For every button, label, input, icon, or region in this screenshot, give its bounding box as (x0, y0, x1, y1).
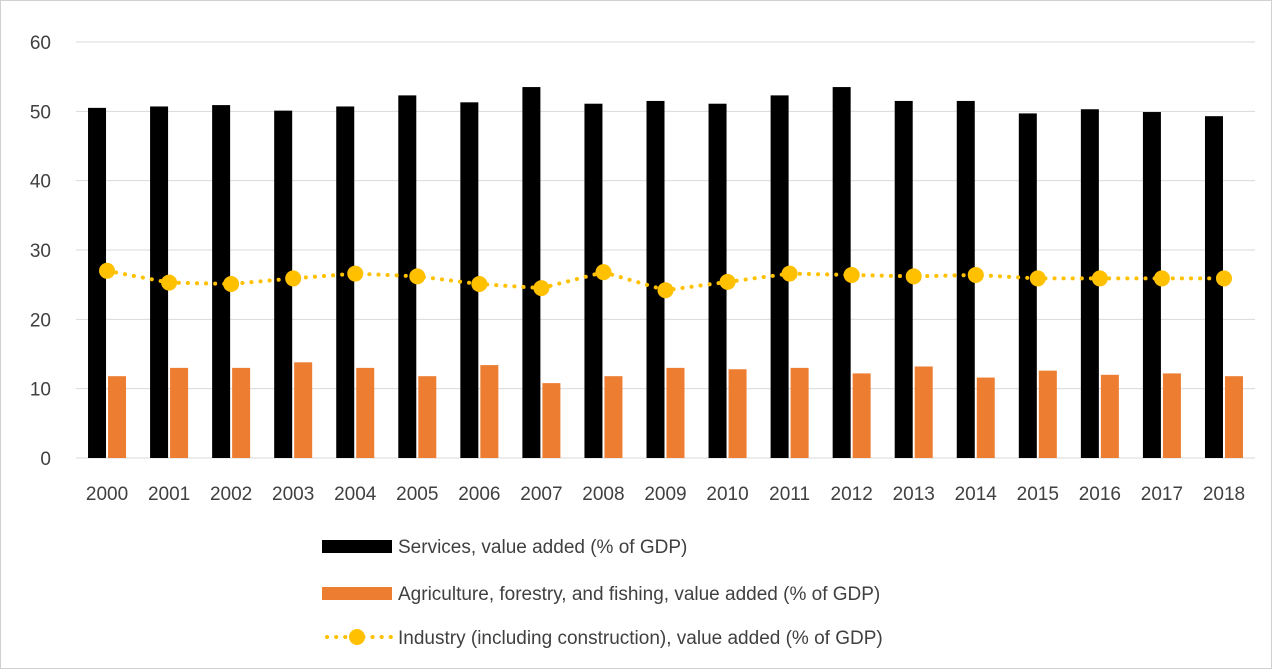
bar-services-2016 (1080, 109, 1099, 459)
bar-agriculture-2012 (852, 373, 871, 458)
y-tick-label: 20 (30, 310, 51, 331)
bars (88, 87, 1243, 459)
bar-services-2004 (336, 106, 355, 458)
bar-agriculture-2002 (232, 367, 251, 458)
point-industry-2010 (719, 273, 736, 290)
legend-label: Services, value added (% of GDP) (398, 537, 687, 558)
x-tick-label: 2003 (272, 484, 314, 505)
bar-agriculture-2008 (604, 376, 623, 458)
point-industry-2004 (347, 265, 364, 282)
legend: Services, value added (% of GDP) Agricult… (322, 537, 883, 649)
bar-services-2017 (1142, 112, 1161, 458)
point-industry-2000 (99, 262, 116, 279)
bar-agriculture-2005 (418, 376, 437, 458)
point-industry-2002 (223, 275, 240, 292)
point-industry-2012 (843, 266, 860, 283)
bar-services-2002 (212, 105, 231, 459)
bar-services-2015 (1018, 113, 1037, 458)
x-tick-label: 2009 (644, 484, 686, 505)
point-industry-2017 (1153, 270, 1170, 287)
bar-services-2011 (770, 95, 789, 459)
point-industry-2006 (471, 275, 488, 292)
bar-agriculture-2010 (728, 369, 747, 458)
x-axis-ticks: 2000 2001 2002 2003 2004 2005 2006 2007 2008 2009… (86, 484, 1245, 505)
x-tick-label: 2013 (893, 484, 935, 505)
point-industry-2008 (595, 264, 612, 281)
bar-services-2006 (460, 102, 479, 458)
x-tick-label: 2006 (458, 484, 500, 505)
x-tick-label: 2011 (769, 484, 810, 505)
gridlines (76, 41, 1255, 459)
legend-swatch-agriculture (322, 587, 392, 600)
y-tick-label: 40 (30, 172, 51, 193)
x-tick-label: 2004 (334, 484, 377, 505)
point-industry-2016 (1091, 270, 1108, 287)
x-tick-label: 2010 (706, 484, 748, 505)
legend-label: Agriculture, forestry, and fishing, valu… (398, 584, 880, 605)
point-industry-2007 (533, 280, 550, 297)
bar-agriculture-2006 (480, 365, 499, 458)
bar-agriculture-2001 (170, 367, 189, 458)
y-tick-label: 50 (30, 102, 51, 123)
bar-agriculture-2015 (1038, 370, 1057, 458)
bar-agriculture-2004 (356, 367, 375, 458)
legend-marker-industry (349, 629, 365, 645)
point-industry-2005 (409, 268, 426, 285)
y-tick-label: 0 (40, 449, 51, 470)
point-industry-2001 (161, 274, 178, 291)
bar-agriculture-2011 (790, 367, 809, 458)
y-axis-ticks: 0 10 20 30 40 50 60 (30, 33, 51, 470)
bar-services-2000 (88, 107, 107, 458)
bar-agriculture-2016 (1100, 374, 1119, 458)
x-tick-label: 2012 (831, 484, 873, 505)
x-tick-label: 2018 (1203, 484, 1245, 505)
bar-agriculture-2000 (108, 376, 127, 458)
x-tick-label: 2017 (1141, 484, 1183, 505)
x-tick-label: 2016 (1079, 484, 1121, 505)
x-tick-label: 2000 (86, 484, 128, 505)
bar-agriculture-2013 (914, 366, 933, 458)
point-industry-2003 (285, 270, 302, 287)
bar-agriculture-2018 (1224, 376, 1243, 458)
bar-services-2007 (522, 87, 541, 459)
bar-services-2010 (708, 103, 727, 458)
y-tick-label: 10 (30, 380, 51, 401)
y-tick-label: 60 (30, 33, 51, 54)
legend-swatch-services (322, 540, 392, 553)
x-tick-label: 2008 (582, 484, 624, 505)
point-industry-2015 (1029, 270, 1046, 287)
bar-services-2001 (150, 106, 169, 458)
y-tick-label: 30 (30, 241, 51, 262)
bar-services-2014 (956, 100, 975, 458)
bar-agriculture-2009 (666, 367, 685, 458)
x-tick-label: 2002 (210, 484, 252, 505)
bar-agriculture-2003 (294, 362, 313, 458)
point-industry-2011 (781, 265, 798, 282)
bar-agriculture-2007 (542, 383, 561, 458)
legend-label: Industry (including construction), value… (398, 628, 883, 649)
point-industry-2013 (905, 268, 922, 285)
x-tick-label: 2014 (955, 484, 998, 505)
point-industry-2014 (967, 266, 984, 283)
bar-services-2003 (274, 110, 293, 458)
point-industry-2009 (657, 282, 674, 299)
point-industry-2018 (1215, 270, 1232, 287)
x-tick-label: 2015 (1017, 484, 1059, 505)
x-tick-label: 2005 (396, 484, 438, 505)
bar-agriculture-2017 (1162, 373, 1181, 458)
bar-services-2008 (584, 103, 603, 458)
bar-services-2018 (1204, 116, 1223, 458)
industry-line (99, 262, 1232, 299)
x-tick-label: 2007 (520, 484, 562, 505)
x-tick-label: 2001 (148, 484, 190, 505)
bar-services-2009 (646, 100, 665, 458)
bar-agriculture-2014 (976, 377, 995, 458)
bar-services-2013 (894, 100, 913, 458)
bar-services-2012 (832, 87, 851, 459)
